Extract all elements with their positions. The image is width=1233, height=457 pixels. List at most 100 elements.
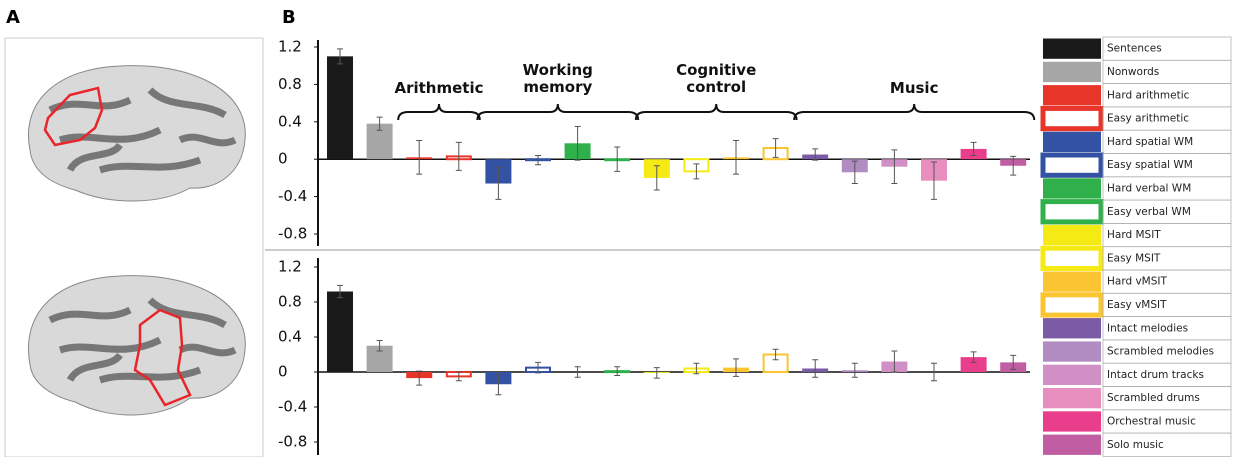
error-bar bbox=[653, 165, 660, 191]
error-bar bbox=[891, 149, 898, 185]
legend-swatch bbox=[1043, 61, 1101, 83]
legend-swatch bbox=[1043, 85, 1101, 106]
error-bar bbox=[653, 367, 660, 379]
legend-swatch bbox=[1043, 434, 1101, 455]
group-brace bbox=[793, 103, 1036, 121]
legend-label: Hard verbal WM bbox=[1107, 182, 1191, 194]
group-brace bbox=[476, 103, 640, 121]
error-bar bbox=[574, 125, 581, 161]
bar bbox=[960, 357, 987, 372]
error-bar bbox=[812, 359, 819, 378]
error-bar bbox=[693, 362, 700, 375]
error-bar bbox=[1010, 354, 1017, 370]
error-bar bbox=[337, 284, 343, 299]
legend-label: Hard MSIT bbox=[1107, 229, 1161, 241]
error-bar bbox=[495, 167, 502, 200]
group-label: Cognitive control bbox=[676, 61, 757, 96]
group-label: Working memory bbox=[522, 61, 593, 96]
error-bar bbox=[970, 141, 977, 156]
error-bar bbox=[337, 48, 343, 65]
error-bar bbox=[812, 148, 819, 161]
legend-label: Nonwords bbox=[1107, 66, 1159, 78]
y-tick-label: 1.2 bbox=[278, 258, 302, 276]
legend-swatch bbox=[1040, 199, 1104, 225]
error-bar bbox=[416, 140, 423, 175]
legend-label: Sentences bbox=[1107, 43, 1162, 55]
legend-swatch bbox=[1043, 341, 1101, 362]
error-bar bbox=[535, 154, 541, 166]
bar bbox=[327, 56, 353, 160]
legend-swatch bbox=[1040, 105, 1104, 132]
y-tick-label: -0.4 bbox=[278, 187, 307, 205]
y-tick-label: -0.4 bbox=[278, 398, 307, 416]
legend-swatch bbox=[1043, 318, 1101, 339]
group-brace bbox=[634, 103, 798, 121]
error-bar bbox=[931, 161, 937, 200]
error-bar bbox=[851, 362, 858, 378]
error-bar bbox=[772, 138, 779, 158]
error-bar bbox=[693, 163, 700, 180]
y-tick-label: 0 bbox=[278, 363, 288, 381]
error-bar bbox=[891, 350, 898, 373]
legend-label: Orchestral music bbox=[1107, 415, 1196, 427]
error-bar bbox=[614, 366, 621, 376]
legend-label: Easy verbal WM bbox=[1107, 206, 1191, 218]
y-tick-label: 0.4 bbox=[278, 112, 302, 130]
error-bar bbox=[455, 141, 462, 171]
bar bbox=[327, 291, 353, 372]
legend-label: Hard spatial WM bbox=[1107, 136, 1193, 148]
legend-swatch bbox=[1043, 131, 1101, 152]
legend-label: Easy MSIT bbox=[1107, 252, 1161, 264]
error-bar bbox=[455, 371, 462, 382]
panel-label: A bbox=[6, 7, 20, 28]
legend-label: Intact melodies bbox=[1107, 322, 1188, 334]
y-tick-label: 0.4 bbox=[278, 328, 302, 346]
panel-label: B bbox=[282, 7, 296, 28]
error-bar bbox=[416, 370, 423, 386]
legend-swatch bbox=[1043, 411, 1101, 432]
brain-bottom bbox=[28, 275, 246, 416]
brain-top bbox=[28, 65, 246, 202]
legend-label: Easy vMSIT bbox=[1107, 299, 1167, 311]
error-bar bbox=[614, 146, 621, 172]
error-bar bbox=[376, 116, 383, 131]
error-bar bbox=[535, 361, 541, 374]
legend-label: Scrambled melodies bbox=[1107, 346, 1214, 358]
legend-swatch bbox=[1043, 388, 1101, 409]
error-bar bbox=[733, 358, 739, 377]
y-tick-label: -0.8 bbox=[278, 433, 307, 451]
legend-label: Hard arithmetic bbox=[1107, 89, 1190, 101]
error-bar bbox=[495, 373, 502, 396]
error-bar bbox=[931, 362, 937, 382]
legend-cell bbox=[1102, 432, 1232, 457]
error-bar bbox=[1010, 155, 1017, 176]
y-tick-label: 0.8 bbox=[278, 293, 302, 311]
legend-swatch bbox=[1043, 364, 1101, 385]
y-tick-label: 0 bbox=[278, 150, 288, 168]
error-bar bbox=[376, 340, 383, 352]
legend-swatch bbox=[1040, 152, 1104, 178]
group-label: Arithmetic bbox=[394, 79, 484, 97]
y-tick-label: 1.2 bbox=[278, 38, 302, 56]
error-bar bbox=[851, 160, 858, 185]
group-brace bbox=[397, 103, 481, 121]
error-bar bbox=[970, 351, 977, 363]
error-bar bbox=[574, 366, 581, 378]
legend-swatch bbox=[1043, 271, 1101, 292]
error-bar bbox=[733, 140, 739, 175]
legend-label: Scrambled drums bbox=[1107, 392, 1200, 404]
legend-label: Hard vMSIT bbox=[1107, 276, 1167, 288]
legend-swatch bbox=[1040, 245, 1104, 271]
legend-label: Easy spatial WM bbox=[1107, 159, 1193, 171]
y-tick-label: -0.8 bbox=[278, 225, 307, 243]
y-tick-label: 0.8 bbox=[278, 75, 302, 93]
legend-swatch bbox=[1043, 224, 1101, 246]
legend-label: Solo music bbox=[1107, 439, 1164, 451]
legend-label: Easy arithmetic bbox=[1107, 113, 1189, 125]
error-bar bbox=[772, 348, 779, 361]
legend-swatch bbox=[1043, 178, 1101, 199]
legend-swatch bbox=[1043, 38, 1101, 59]
legend-label: Intact drum tracks bbox=[1107, 369, 1204, 381]
